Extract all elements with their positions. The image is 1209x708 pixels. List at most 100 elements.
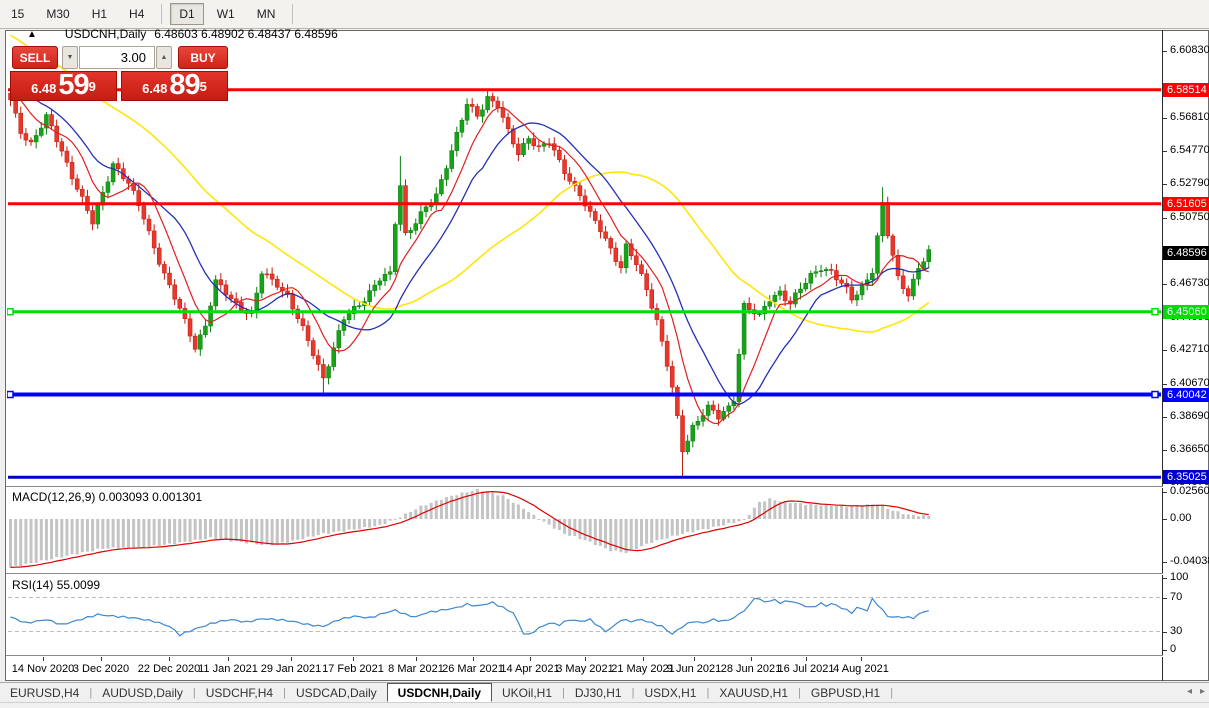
macd-histogram-bar [470, 491, 474, 519]
tab-scroll-left-icon[interactable]: ◂ [1186, 686, 1192, 697]
buy-price-box[interactable]: 6.48 89 5 [121, 71, 228, 101]
price-tick-label: 6.40670 [1170, 377, 1209, 389]
axis-tick [1163, 350, 1167, 351]
macd-histogram-bar [850, 505, 854, 519]
buy-price-base: 6.48 [142, 81, 168, 96]
macd-histogram-bar [229, 519, 233, 542]
timeframe-w1[interactable]: W1 [216, 7, 235, 21]
macd-histogram-bar [9, 519, 12, 568]
candle-body [408, 230, 413, 233]
candle-body [567, 173, 572, 182]
macd-histogram-bar [670, 519, 674, 536]
volume-increase-button[interactable]: ▲ [156, 46, 172, 69]
price-tick-label: 6.42710 [1170, 343, 1209, 355]
volume-input[interactable]: 3.00 [79, 46, 155, 69]
macd-histogram-bar [578, 519, 582, 540]
time-axis-label: 11 Jan 2021 [198, 663, 258, 675]
macd-histogram-bar [19, 519, 23, 567]
macd-histogram-bar [50, 519, 54, 560]
volume-decrease-button[interactable]: ▼ [62, 46, 78, 69]
macd-histogram-bar [183, 519, 187, 542]
timeframe-d1[interactable]: D1 [170, 3, 204, 25]
tab-usdcad-daily[interactable]: USDCAD,Daily [295, 685, 377, 700]
macd-histogram-bar [111, 519, 115, 548]
macd-histogram-bar [362, 519, 366, 528]
macd-histogram-bar [414, 509, 418, 519]
macd-histogram-bar [788, 503, 792, 519]
timeframe-h4[interactable]: H4 [129, 7, 145, 21]
tab-ukoil-h1[interactable]: UKOil,H1 [502, 685, 553, 700]
tab-dj30-h1[interactable]: DJ30,H1 [574, 685, 622, 700]
candle-body [500, 107, 506, 118]
timeframe-m30[interactable]: M30 [46, 7, 70, 21]
timeframe-h1[interactable]: H1 [91, 7, 108, 21]
macd-histogram-bar [501, 495, 505, 519]
price-tick-label: 6.56810 [1170, 111, 1209, 123]
main-chart-canvas[interactable] [7, 33, 1162, 486]
candle-body [290, 294, 295, 310]
candle-body [890, 235, 896, 256]
tab-eurusd-h4[interactable]: EURUSD,H4 [10, 685, 80, 700]
sell-button[interactable]: SELL [12, 46, 58, 69]
tab-usdx-h1[interactable]: USDX,H1 [644, 685, 697, 700]
macd-rsi-separator[interactable] [6, 573, 1163, 575]
tab-usdchf-h4[interactable]: USDCHF,H4 [205, 685, 274, 700]
rsi-line [10, 597, 929, 637]
macd-histogram-bar [665, 519, 669, 539]
candle-body [695, 421, 701, 426]
timeframe-toolbar: 15 M30 H1 H4 D1 W1 MN [0, 0, 1209, 29]
tab-gbpusd-h1[interactable]: GBPUSD,H1 [810, 685, 881, 700]
candle-body [628, 243, 634, 256]
candle-body [367, 290, 372, 302]
sell-price-box[interactable]: 6.48 59 9 [10, 71, 117, 101]
candle-body [233, 298, 239, 303]
tab-audusd-daily[interactable]: AUDUSD,Daily [102, 685, 183, 700]
macd-histogram-bar [901, 514, 905, 519]
candle-body [454, 131, 460, 151]
tab-scroll-arrows: ◂ ▸ [1187, 686, 1205, 697]
macd-pane-canvas[interactable] [7, 489, 1162, 573]
candle-body [413, 223, 419, 231]
macd-histogram-bar [219, 519, 223, 540]
chart-ohlc-values: 6.48603 6.48902 6.48437 6.48596 [154, 27, 338, 41]
candle-body [346, 313, 352, 320]
timeframe-15[interactable]: 15 [11, 7, 25, 21]
macd-histogram-bar [137, 519, 141, 547]
line-handle [1151, 390, 1159, 399]
candle-body [741, 303, 747, 355]
candle-body [203, 325, 208, 336]
macd-histogram-bar [316, 519, 320, 536]
sell-price-sup: 9 [88, 79, 96, 94]
slow-ma-line [10, 34, 930, 333]
macd-histogram-bar [157, 519, 161, 547]
candle-body [321, 364, 326, 379]
axis-tick [1163, 118, 1167, 119]
tab-xauusd-h1[interactable]: XAUUSD,H1 [719, 685, 788, 700]
macd-histogram-bar [342, 519, 346, 532]
macd-histogram-bar [393, 518, 397, 520]
time-axis[interactable]: 14 Nov 2020 3 Dec 2020 22 Dec 2020 11 Jan 2… [6, 657, 1162, 680]
macd-histogram-bar [44, 519, 48, 561]
macd-histogram-bar [588, 519, 592, 542]
time-axis-label: 21 May 2021 [611, 663, 675, 675]
macd-axis-label: 0.00 [1170, 512, 1192, 524]
buy-button[interactable]: BUY [178, 46, 228, 69]
timeframe-mn[interactable]: MN [256, 7, 276, 21]
time-axis-label: 14 Apr 2021 [500, 663, 560, 675]
tab-scroll-right-icon[interactable]: ▸ [1199, 686, 1205, 697]
macd-histogram-bar [922, 515, 926, 519]
chart-window[interactable] [5, 30, 1209, 681]
tab-usdcnh-daily[interactable]: USDCNH,Daily [386, 683, 493, 702]
candle-body [854, 294, 860, 301]
macd-histogram-bar [347, 519, 351, 530]
rsi-pane-canvas[interactable] [7, 576, 1162, 657]
candle-body [49, 114, 54, 127]
candle-body [911, 278, 916, 297]
time-tick [473, 657, 474, 661]
macd-histogram-bar [824, 504, 828, 519]
candle-body [659, 319, 665, 342]
time-axis-label: 9 Jun 2021 [666, 663, 722, 675]
main-macd-separator[interactable] [6, 486, 1163, 488]
macd-histogram-bar [706, 519, 710, 530]
macd-histogram-bar [480, 491, 484, 519]
